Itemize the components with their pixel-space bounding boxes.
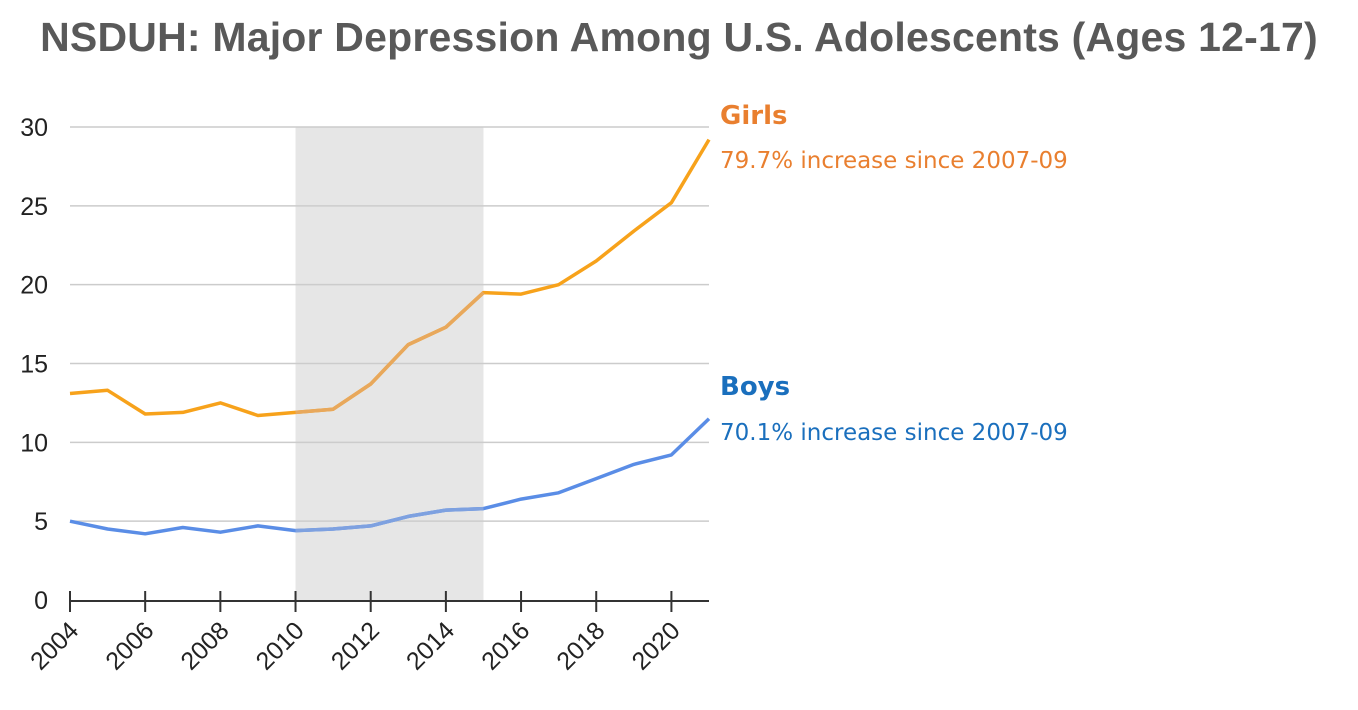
girls-series-label: Girls [720, 101, 787, 131]
series-lines [69, 138, 711, 536]
boys-series-shaded-segment [295, 506, 484, 533]
x-tick-label: 2010 [251, 616, 310, 675]
y-tick-label: 30 [20, 114, 48, 142]
x-tick-label: 2012 [326, 616, 385, 675]
y-tick-label: 10 [20, 429, 48, 457]
girls-increase-note: 79.7% increase since 2007-09 [720, 148, 1068, 174]
boys-series-label: Boys [720, 372, 790, 402]
boys-increase-note: 70.1% increase since 2007-09 [720, 420, 1068, 446]
y-tick-label: 0 [34, 587, 48, 615]
y-tick-label: 5 [34, 508, 48, 536]
y-tick-label: 25 [20, 193, 48, 221]
chart-title: NSDUH: Major Depression Among U.S. Adole… [40, 14, 1318, 60]
x-axis [69, 591, 709, 612]
x-tick-label: 2020 [627, 616, 686, 675]
x-tick-label: 2016 [476, 616, 535, 675]
x-tick-label: 2014 [401, 616, 460, 675]
x-tick-label: 2004 [25, 616, 84, 675]
x-tick-label: 2018 [551, 616, 610, 675]
x-tick-label: 2008 [175, 616, 234, 675]
y-tick-label: 20 [20, 272, 48, 300]
y-tick-label: 15 [20, 351, 48, 379]
girls-series-shaded-segment [295, 291, 485, 415]
series-labels: Girls 79.7% increase since 2007-09 Boys … [720, 101, 1068, 446]
x-tick-label: 2006 [100, 616, 159, 675]
x-tick-labels: 2004 2006 2008 2010 2012 2014 2016 2018 2020 [25, 616, 686, 675]
y-tick-labels: 0 5 10 15 20 25 30 [20, 114, 48, 615]
